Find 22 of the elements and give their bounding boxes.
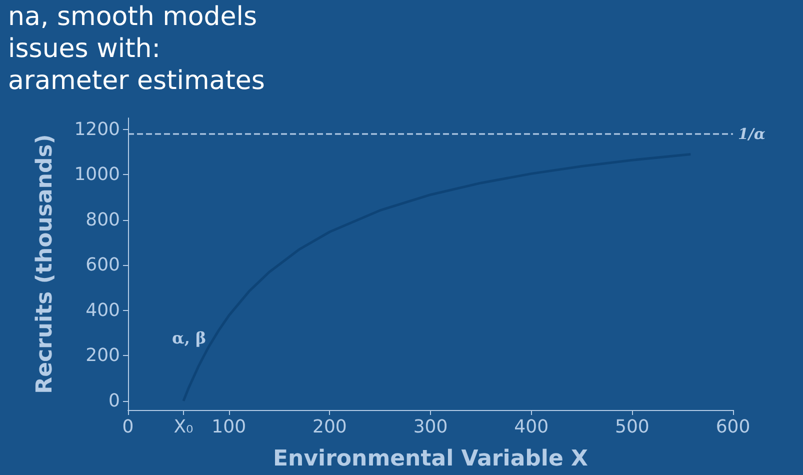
text: na, smooth models	[8, 2, 258, 32]
y-tick-label: 400	[86, 300, 120, 321]
ref-line-label: 1/α	[738, 124, 766, 143]
x-tick-label: X₀	[174, 416, 194, 438]
x-tick-label: 600	[716, 416, 750, 438]
annotation: α, β	[172, 328, 206, 348]
x-tick-label: 300	[413, 416, 448, 438]
y-tick-label: 200	[86, 345, 120, 366]
x-tick-label: 200	[312, 416, 347, 438]
x-tick-label: 100	[212, 416, 246, 438]
text: issues with:	[8, 34, 161, 64]
x-tick-label: 500	[614, 416, 650, 438]
y-tick-label: 0	[108, 390, 120, 412]
text: arameter estimates	[8, 66, 265, 96]
x-tick-label: 400	[514, 416, 549, 438]
y-tick-label: 800	[86, 209, 120, 230]
x-axis-title: Environmental Variable X	[272, 446, 588, 472]
y-tick-label: 600	[86, 254, 120, 276]
y-axis-title: Recruits (thousands)	[32, 134, 58, 394]
y-tick-label: 1200	[74, 118, 120, 140]
y-tick-label: 1000	[74, 164, 120, 186]
x-tick-label: 0	[122, 416, 134, 438]
